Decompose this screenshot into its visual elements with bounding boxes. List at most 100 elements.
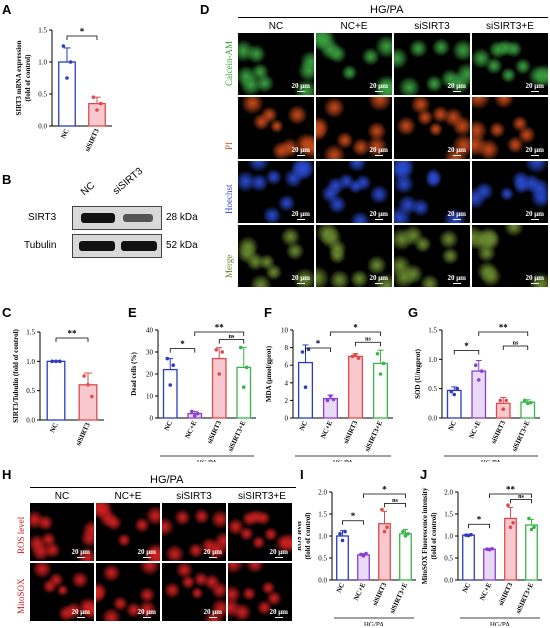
lane-label-nc: NC — [78, 180, 98, 198]
y-tick-label: 1.5 — [428, 327, 437, 335]
y-tick-label: 8 — [285, 344, 289, 352]
y-axis-label: SIRT3 mRNA expression — [15, 40, 23, 115]
data-point — [340, 538, 345, 543]
y-tick-label: 0 — [285, 415, 289, 423]
h-micrograph-r1-c3: 20 μm — [228, 563, 292, 621]
data-point — [165, 356, 170, 361]
y-axis-label: (fold of control) — [24, 54, 32, 102]
scale-bar: 20 μm — [369, 274, 388, 285]
y-axis-label: SIRT3/Tubulin (fold of control) — [12, 328, 20, 422]
size-label-28: 28 kDa — [166, 212, 198, 223]
chart-e-dead-cells: 0 10 20 30 40 Dead cells (%) NC NC+E siSIRT3 siSI… — [130, 323, 256, 462]
h-micrograph-r0-c2: 20 μm — [162, 503, 226, 561]
x-tick-label: siSIRT3+E — [363, 419, 384, 453]
scale-bar: 20 μm — [137, 608, 156, 619]
d-micrograph-r0-c3: 20 μm — [472, 33, 548, 95]
panel-letter-i: I — [300, 467, 304, 482]
lane-label-sisirt3: siSIRT3 — [110, 165, 146, 197]
scale-bar: 20 μm — [291, 146, 310, 157]
chart-a-sirt3-mrna: 0.0 0.5 1.0 1.5 SIRT3 mRNA expression (fold o… — [15, 27, 112, 153]
y-tick-label: 0.5 — [38, 91, 47, 99]
protein-label-tubulin: Tubulin — [24, 240, 57, 251]
y-tick-label: 0.5 — [444, 555, 453, 563]
data-point — [361, 554, 366, 558]
significance-label: * — [464, 341, 469, 351]
y-tick-label: 10 — [281, 327, 289, 335]
y-tick-label: 1.0 — [38, 59, 47, 67]
significance-bracket — [468, 523, 490, 529]
scale-bar: 20 μm — [203, 608, 222, 619]
bar-sisirt3 — [347, 355, 364, 419]
chart-c-sirt3-tubulin: 0.0 0.5 1.0 1.5 SIRT3/Tubulin (fold of contr… — [12, 328, 104, 447]
significance-label: * — [351, 511, 356, 521]
scale-bar: 20 μm — [447, 210, 466, 221]
significance-bracket — [489, 493, 532, 498]
panel-letter-f: F — [264, 305, 272, 320]
x-tick-label: siSIRT3 — [371, 581, 389, 607]
data-point — [168, 383, 173, 387]
bar-nc-pluse — [483, 548, 496, 581]
group-title-h: HG/PA — [150, 474, 184, 486]
x-tick-label: NC+E — [319, 419, 334, 440]
scale-bar: 20 μm — [71, 548, 90, 559]
d-row-label-1: PI — [224, 141, 234, 150]
data-point — [241, 385, 246, 389]
panel-letter-j: J — [420, 467, 428, 482]
y-tick-label: 40 — [146, 327, 154, 335]
data-point — [529, 527, 534, 532]
y-tick-label: 2.0 — [318, 489, 327, 497]
x-tick-label: siSIRT3 — [74, 421, 92, 447]
x-tick-label: NC — [163, 419, 175, 432]
data-point — [214, 348, 219, 352]
h-micrograph-r0-c0: 20 μm — [30, 503, 94, 561]
data-point — [452, 392, 457, 397]
significance-bracket — [342, 520, 364, 525]
col-header-nc: NC — [268, 21, 284, 32]
data-point — [490, 546, 494, 551]
data-point — [331, 397, 336, 402]
panel-letter-a: A — [2, 2, 12, 17]
y-tick-label: 1.5 — [38, 27, 47, 35]
y-tick-label: 0.0 — [26, 417, 35, 425]
y-axis-label: ROS level — [298, 521, 303, 551]
data-point — [403, 534, 408, 538]
data-point — [91, 95, 96, 99]
data-point — [86, 383, 90, 387]
y-axis-label: Dead cells (%) — [130, 352, 138, 396]
d-row-label-3: Merge — [224, 254, 234, 278]
scale-bar: 20 μm — [447, 82, 466, 93]
chart-f-mda: 0 2 4 6 8 10 MDA (μmol/gprot) NC NC+E siSIRT3 siSI… — [265, 323, 393, 462]
significance-label: * — [382, 485, 387, 495]
h-micrograph-r1-c0: 20 μm — [30, 563, 94, 621]
significance-bracket — [384, 502, 406, 508]
data-point — [364, 551, 368, 556]
data-point — [68, 60, 73, 64]
bar-nc — [297, 361, 314, 419]
significance-bracket — [218, 339, 245, 344]
y-tick-label: 1.0 — [26, 358, 35, 366]
h-micrograph-r0-c3: 20 μm — [228, 503, 292, 561]
panel-letter-e: E — [128, 305, 137, 320]
significance-bracket — [355, 341, 381, 347]
d-micrograph-r2-c3: 20 μm — [472, 161, 548, 223]
blot-band-sirt3-nc — [81, 213, 115, 223]
data-point — [95, 108, 99, 112]
data-point — [195, 411, 200, 416]
data-point — [65, 76, 69, 80]
data-point — [406, 532, 410, 536]
data-point — [525, 401, 530, 406]
y-tick-label: 1.0 — [428, 356, 437, 364]
y-tick-label: 0.5 — [428, 385, 437, 393]
data-point — [506, 503, 510, 507]
scale-bar: 20 μm — [369, 82, 388, 93]
significance-bracket — [502, 345, 529, 350]
significance-bracket — [453, 350, 480, 355]
x-tick-label: siSIRT3 — [490, 419, 508, 445]
size-label-52: 52 kDa — [166, 240, 198, 251]
scale-bar: 20 μm — [291, 210, 310, 221]
group-line-d — [238, 17, 548, 18]
data-point — [508, 525, 513, 529]
y-tick-label: 20 — [146, 371, 154, 379]
data-point — [532, 525, 536, 529]
x-group-label: HG/PA — [364, 621, 384, 626]
